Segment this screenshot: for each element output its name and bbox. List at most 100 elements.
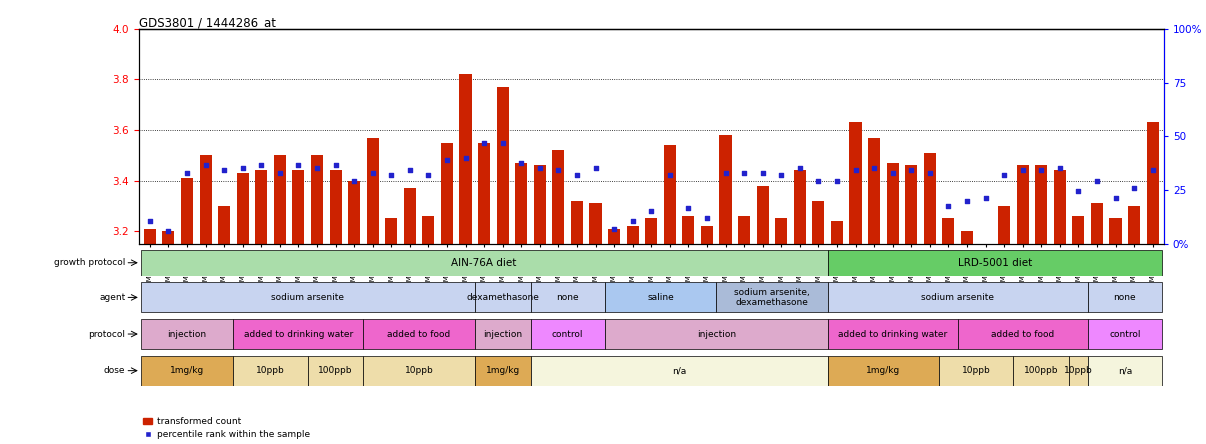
Bar [738,216,750,244]
Bar [1147,123,1159,244]
Bar [199,155,211,244]
Text: agent: agent [99,293,125,302]
Point [827,177,847,184]
Bar [349,181,361,244]
Bar [256,170,268,244]
Text: injection: injection [168,329,206,338]
Bar [1035,165,1047,244]
Bar [570,201,582,244]
Bar [234,356,308,386]
Bar [1091,203,1103,244]
Point [1106,194,1125,202]
Bar [1110,218,1122,244]
Point [697,215,716,222]
Text: growth protocol: growth protocol [54,258,125,267]
Point [233,164,252,171]
Text: saline: saline [648,293,674,302]
Bar [645,218,657,244]
Point [159,227,178,234]
Point [958,197,977,204]
Bar [329,170,341,244]
Bar [531,356,827,386]
Text: sodium arsenite,
dexamethasone: sodium arsenite, dexamethasone [734,288,809,307]
Point [326,162,345,169]
Bar [1069,356,1088,386]
Point [772,172,791,179]
Point [418,172,438,179]
Point [177,169,197,176]
Point [865,164,884,171]
Point [270,169,289,176]
Text: dexamethasone: dexamethasone [467,293,539,302]
Bar [236,173,248,244]
Point [549,167,568,174]
Bar [999,206,1011,244]
Bar [308,356,363,386]
Bar [404,188,416,244]
Bar [385,218,397,244]
Bar [827,282,1088,313]
Point [252,162,271,169]
Bar [141,319,234,349]
Bar [605,282,716,313]
Point [1069,187,1088,194]
Bar [605,319,827,349]
Bar [1128,206,1140,244]
Bar [363,356,475,386]
Bar [163,231,175,244]
Point [215,167,234,174]
Text: 10ppb: 10ppb [405,366,433,375]
Bar [422,216,434,244]
Text: n/a: n/a [1118,366,1132,375]
Text: 1mg/kg: 1mg/kg [486,366,520,375]
Text: none: none [1113,293,1136,302]
Text: sodium arsenite: sodium arsenite [271,293,344,302]
Bar [1017,165,1029,244]
Text: 1mg/kg: 1mg/kg [170,366,204,375]
Bar [849,123,861,244]
Point [624,218,643,225]
Bar [274,155,286,244]
Point [660,172,679,179]
Bar [141,250,827,276]
Bar [363,319,475,349]
Point [567,172,586,179]
Point [938,202,958,209]
Bar [720,135,732,244]
Text: n/a: n/a [672,366,686,375]
Bar [552,150,564,244]
Point [920,169,939,176]
Point [140,218,159,225]
Point [1031,167,1050,174]
Text: sodium arsenite: sodium arsenite [921,293,994,302]
Point [531,164,550,171]
Text: 10ppb: 10ppb [1064,366,1093,375]
Point [381,172,400,179]
Bar [663,145,675,244]
Bar [497,87,509,244]
Bar [716,282,827,313]
Bar [906,165,918,244]
Text: dose: dose [104,366,125,375]
Text: control: control [1110,329,1141,338]
Legend: transformed count, percentile rank within the sample: transformed count, percentile rank withi… [144,417,310,440]
Bar [868,138,880,244]
Bar [608,229,620,244]
Bar [701,226,713,244]
Text: 1mg/kg: 1mg/kg [866,366,901,375]
Bar [515,163,527,244]
Point [288,162,308,169]
Bar [367,138,379,244]
Bar [475,319,531,349]
Bar [831,221,843,244]
Bar [590,203,602,244]
Point [679,205,698,212]
Bar [961,231,973,244]
Bar [886,163,898,244]
Point [400,167,420,174]
Point [809,177,829,184]
Bar [1088,282,1161,313]
Bar [144,229,156,244]
Bar [775,218,788,244]
Text: added to drinking water: added to drinking water [838,329,947,338]
